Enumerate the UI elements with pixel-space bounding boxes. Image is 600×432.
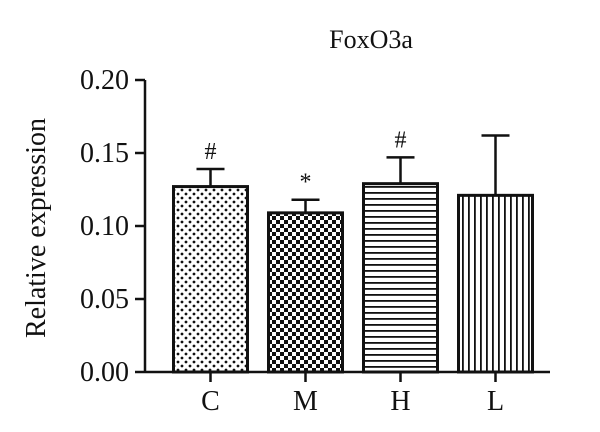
x-tick-label: C <box>201 386 220 417</box>
y-axis-label: Relative expression <box>21 118 52 338</box>
bars <box>172 134 534 374</box>
y-tick-label: 0.20 <box>80 65 129 96</box>
y-tick-label: 0.10 <box>80 211 129 242</box>
y-tick-label: 0.15 <box>80 138 129 169</box>
x-tick-label: M <box>293 386 318 417</box>
bar-m <box>267 211 344 374</box>
bar-l <box>457 193 534 374</box>
significance-mark: # <box>205 139 217 165</box>
x-tick-label: L <box>487 386 504 417</box>
x-tick-label: H <box>390 386 410 417</box>
significance-mark: * <box>300 170 312 196</box>
bar-c <box>172 185 249 374</box>
chart-title: FoxO3a <box>329 25 413 54</box>
bar-h <box>362 182 439 374</box>
significance-mark: # <box>395 127 407 153</box>
y-tick-label: 0.05 <box>80 284 129 315</box>
y-tick-label: 0.00 <box>80 357 129 388</box>
tick-labels: 0.00 0.05 0.10 0.15 0.20 C # M * H # L <box>80 65 504 417</box>
